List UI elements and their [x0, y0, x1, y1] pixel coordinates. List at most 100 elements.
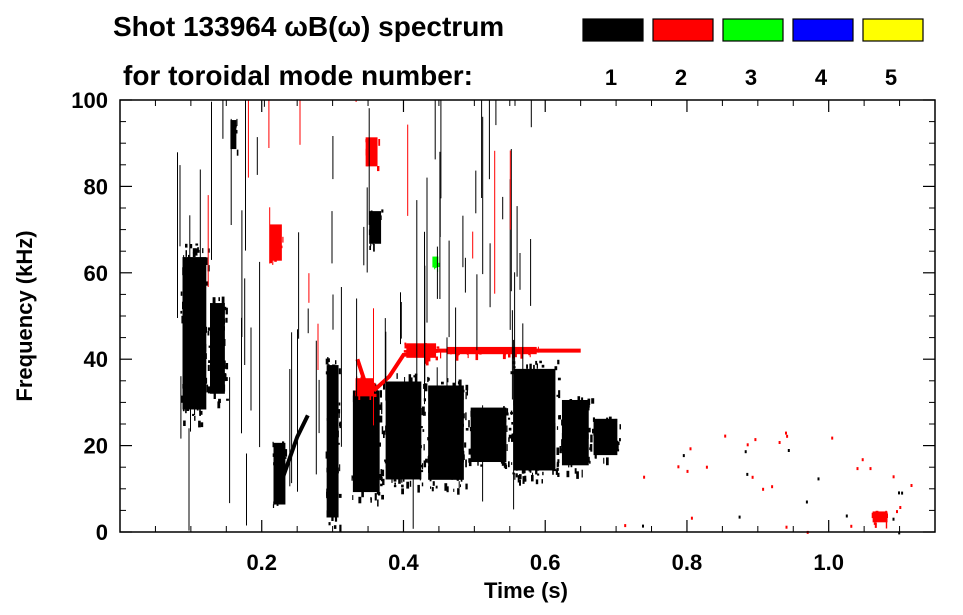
region-speckle [579, 446, 581, 452]
region-speckle [375, 232, 379, 236]
region-speckle [328, 522, 331, 526]
region-speckle [617, 449, 620, 452]
region-speckle [334, 456, 338, 464]
region-speckle [404, 412, 406, 416]
region-speckle [561, 433, 564, 440]
region-speckle [533, 457, 535, 461]
region-speckle [559, 446, 562, 454]
region-speckle [376, 406, 380, 414]
region-speckle [375, 403, 377, 406]
region-speckle [455, 441, 459, 445]
region-speckle [367, 453, 370, 461]
region-speckle [583, 456, 587, 460]
dot [787, 449, 790, 452]
region-speckle [437, 403, 441, 406]
region-speckle [614, 446, 617, 453]
region-speckle [457, 428, 461, 431]
region-speckle [427, 377, 430, 381]
region-speckle [461, 423, 464, 427]
region-speckle [564, 403, 566, 411]
region-speckle [573, 402, 575, 409]
region-speckle [423, 444, 425, 451]
region-speckle [582, 441, 586, 445]
streak [400, 302, 402, 339]
region-speckle [475, 352, 479, 361]
spectral-region-mode-2 [365, 137, 381, 172]
region-speckle [373, 243, 375, 252]
region-speckle [189, 263, 192, 270]
region-core [872, 511, 888, 523]
region-speckle [428, 355, 431, 362]
region-speckle [434, 386, 436, 393]
dot [751, 475, 754, 479]
region-speckle [335, 360, 337, 365]
region-speckle [369, 423, 373, 431]
region-speckle [520, 404, 522, 409]
region-speckle [537, 467, 539, 471]
chart-title-line2: for toroidal mode number: [123, 60, 473, 91]
region-speckle [557, 459, 560, 463]
region-speckle [212, 303, 214, 307]
dot [805, 500, 808, 504]
region-speckle [465, 428, 469, 431]
region-speckle [276, 502, 279, 506]
region-speckle [447, 471, 451, 476]
region-speckle [468, 461, 472, 467]
streak [190, 325, 191, 432]
region-speckle [457, 422, 460, 427]
region-speckle [182, 403, 185, 412]
region-speckle [205, 281, 209, 286]
region-speckle [393, 474, 397, 482]
region-speckle [274, 487, 278, 491]
region-speckle [219, 314, 222, 320]
region-speckle [407, 456, 411, 463]
region-speckle [619, 438, 621, 442]
region-speckle [478, 450, 482, 458]
streak [334, 438, 336, 500]
region-speckle [410, 386, 412, 391]
region-speckle [440, 464, 443, 467]
region-speckle [406, 425, 409, 429]
region-speckle [188, 309, 191, 317]
streak [509, 179, 511, 330]
region-speckle [418, 457, 420, 464]
dot [746, 472, 749, 476]
region-speckle [430, 417, 433, 426]
region-speckle [524, 384, 526, 388]
region-speckle [460, 484, 461, 488]
region-speckle [427, 355, 428, 360]
region-speckle [580, 442, 582, 446]
dot [754, 438, 757, 442]
region-speckle [225, 307, 228, 315]
region-speckle [352, 395, 355, 403]
region-speckle [398, 450, 401, 457]
region-speckle [336, 492, 339, 495]
region-speckle [366, 142, 369, 148]
legend-label-3: 3 [745, 65, 757, 90]
region-speckle [536, 406, 540, 412]
streak [488, 100, 490, 180]
region-speckle [530, 412, 533, 416]
region-speckle [358, 496, 362, 504]
y-tick-label: 60 [84, 261, 108, 286]
region-speckle [192, 320, 194, 323]
region-speckle [508, 427, 512, 431]
region-speckle [519, 474, 522, 480]
region-speckle [591, 398, 595, 404]
streak [331, 211, 333, 264]
region-speckle [436, 262, 440, 267]
streak [366, 187, 368, 273]
region-speckle [187, 375, 189, 383]
region-speckle [574, 468, 577, 474]
region-speckle [375, 464, 379, 469]
region-speckle [330, 506, 332, 515]
region-speckle [562, 427, 564, 431]
region-speckle [537, 473, 540, 476]
region-speckle [193, 308, 196, 315]
region-speckle [389, 442, 393, 450]
region-speckle [579, 407, 581, 411]
region-speckle [353, 442, 357, 447]
region-speckle [196, 368, 198, 376]
spectral-region-mode-1 [351, 381, 385, 507]
region-speckle [236, 118, 238, 126]
